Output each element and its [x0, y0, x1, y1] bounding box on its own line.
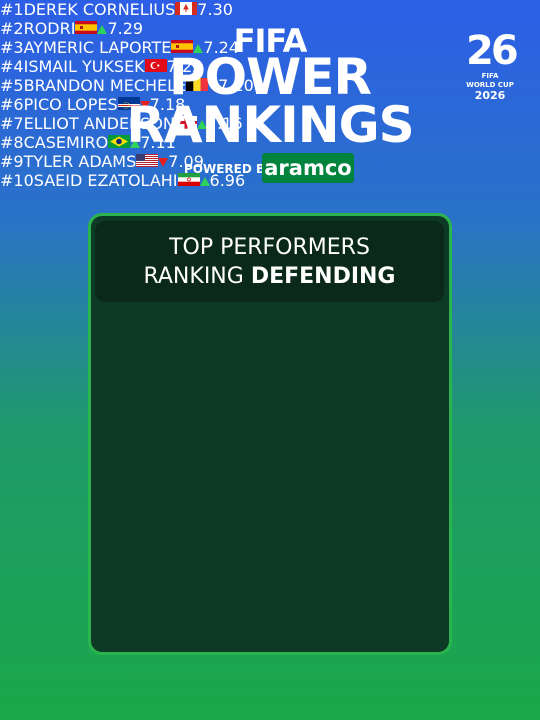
- trend-down: [208, 82, 219, 91]
- flag: [175, 2, 198, 15]
- panel-title: TOP PERFORMERS RANKING DEFENDING: [95, 221, 444, 302]
- player-name: DEREK CORNELIUS: [23, 0, 176, 19]
- trend-arrow: [196, 120, 207, 129]
- flag: [108, 135, 131, 148]
- rank: #10: [0, 171, 34, 190]
- panel-title-line: RANKING DEFENDING: [95, 262, 444, 291]
- logo-mark: 26: [466, 28, 519, 74]
- score: 7.16: [206, 114, 243, 133]
- score: 7.20: [218, 76, 254, 95]
- title-line: RANKINGS: [126, 96, 414, 154]
- player-name: CASEMIRO: [23, 133, 109, 152]
- trend-down: [158, 158, 169, 167]
- player-name: RODRI: [23, 19, 76, 38]
- player-name: PICO LOPES: [23, 95, 118, 114]
- table-row: #10SAEID EZATOLAHI 6.96: [0, 171, 540, 190]
- player-name: AYMERIC LAPORTE: [23, 38, 172, 57]
- player-name: ISMAIL YUKSEK: [23, 57, 145, 76]
- panel-title-line: TOP PERFORMERS: [169, 235, 370, 260]
- player-name: BRANDON MECHELE: [23, 76, 187, 95]
- table-row: #4ISMAIL YUKSEK 7.22: [0, 57, 540, 76]
- score: 7.11: [140, 133, 176, 152]
- score: 7.29: [107, 19, 144, 38]
- rank: #1: [0, 0, 24, 19]
- powered-by: POWERED BY: [184, 162, 274, 176]
- trend-arrow: [130, 139, 141, 148]
- trend-arrow: [158, 158, 169, 167]
- player-name: TYLER ADAMS: [23, 152, 137, 171]
- title-line: POWER: [169, 48, 372, 106]
- sponsor: aramco: [262, 153, 354, 183]
- player-name: SAEID EZATOLAHI: [33, 171, 178, 190]
- rank: #5: [0, 76, 24, 95]
- flag: [174, 116, 197, 129]
- table-row: #2RODRI 7.29: [0, 19, 540, 38]
- trend-arrow: [199, 177, 210, 186]
- trend-arrow: [97, 25, 108, 34]
- flag: [75, 21, 98, 34]
- flag: [171, 40, 194, 53]
- flag: [117, 97, 140, 110]
- trend-up: [130, 139, 141, 148]
- flag: [136, 154, 159, 167]
- rank: #3: [0, 38, 24, 57]
- panel-title-prefix: RANKING: [143, 264, 244, 289]
- rank: #9: [0, 152, 24, 171]
- table-row: #1DEREK CORNELIUS 7.30: [0, 0, 540, 19]
- table-row: #6PICO LOPES 7.18: [0, 95, 540, 114]
- rank: #6: [0, 95, 24, 114]
- title-line: FIFA: [233, 22, 308, 60]
- flag: [177, 173, 200, 186]
- trend-arrow: [139, 101, 150, 110]
- logo-brand: FIFA: [481, 72, 499, 80]
- flag: [144, 59, 167, 72]
- table-row: #9TYLER ADAMS 7.09: [0, 152, 540, 171]
- rank: #2: [0, 19, 24, 38]
- score: 7.24: [203, 38, 240, 57]
- trend-up: [97, 25, 108, 34]
- trend-up: [199, 177, 210, 186]
- panel-title-bold: DEFENDING: [250, 264, 396, 289]
- trend-arrow: [208, 82, 219, 91]
- flag: [186, 78, 209, 91]
- logo-year: 2026: [474, 89, 506, 102]
- table-row: #3AYMERIC LAPORTE 7.24: [0, 38, 540, 57]
- rank: #4: [0, 57, 24, 76]
- trend-up: [196, 120, 207, 129]
- logo: 26 FIFA WORLD CUP 2026: [466, 28, 519, 102]
- table-row: #8CASEMIRO 7.11: [0, 133, 540, 152]
- score: 7.18: [149, 95, 186, 114]
- score: 7.09: [168, 152, 204, 171]
- table-row: #5BRANDON MECHELE 7.20: [0, 76, 540, 95]
- logo-event: WORLD CUP: [466, 81, 514, 89]
- table-row: #7ELLIOT ANDERSON 7.16: [0, 114, 540, 133]
- score: 7.22: [166, 57, 203, 76]
- trend-up: [193, 44, 204, 53]
- score: 7.30: [197, 0, 233, 19]
- player-name: ELLIOT ANDERSON: [23, 114, 175, 133]
- trend-arrow: [193, 44, 204, 53]
- rank: #7: [0, 114, 24, 133]
- score: 6.96: [209, 171, 246, 190]
- trend-down: [139, 101, 150, 110]
- rank: #8: [0, 133, 24, 152]
- table: #1DEREK CORNELIUS 7.30 #2RODRI 7.29 #3AYMERI…: [0, 0, 540, 190]
